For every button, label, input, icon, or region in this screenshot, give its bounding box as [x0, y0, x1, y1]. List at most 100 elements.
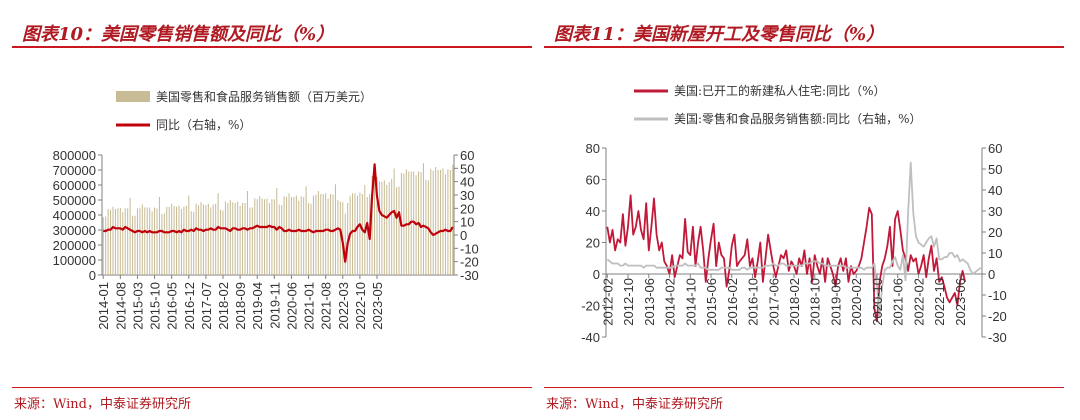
left-axis-tick-label: 400000 [53, 208, 96, 223]
left-axis-tick-label: 0 [593, 267, 600, 282]
right-axis-tick-label: 0 [988, 267, 995, 282]
sales-bar [227, 203, 229, 275]
sales-bar [129, 197, 131, 275]
x-axis-tick-label: 2022-10 [353, 282, 368, 330]
sales-bar [232, 202, 234, 275]
sales-bar [220, 209, 222, 275]
x-axis-tick-label: 2016-05 [165, 282, 180, 330]
x-axis-tick-label: 2014-10 [683, 278, 698, 326]
sales-bar [383, 180, 385, 275]
sales-bar [271, 199, 273, 275]
sales-bar [330, 194, 332, 275]
sales-bar [430, 169, 432, 275]
sales-bar [161, 214, 163, 275]
x-axis-tick-label: 2022-02 [911, 278, 926, 326]
chart-title: 图表11：美国新屋开工及零售同比（%） [554, 24, 885, 45]
sales-bar [435, 167, 437, 275]
sales-bar [173, 206, 175, 275]
housing-starts-chart: 美国:已开工的新建私人住宅:同比（%） 美国:零售和食品服务销售额:同比（右轴，%… [581, 83, 1007, 345]
sales-bar [452, 164, 454, 275]
sales-bar [195, 203, 197, 275]
x-axis-tick-label: 2022-03 [336, 282, 351, 330]
sales-bar [237, 201, 239, 275]
sales-bar [141, 204, 143, 275]
series-line [103, 163, 454, 263]
left-axis-tick-label: 100000 [53, 253, 96, 268]
right-axis-tick-label: -30 [460, 268, 479, 283]
right-axis-tick-label: 20 [988, 225, 1002, 240]
source-divider [544, 387, 1064, 388]
right-axis-tick-label: 20 [460, 201, 474, 216]
sales-bar [112, 206, 114, 275]
legend-label: 美国零售和食品服务销售额（百万美元） [156, 89, 372, 104]
sales-bar [366, 197, 368, 275]
sales-bar [308, 203, 310, 275]
x-axis-tick-label: 2018-02 [787, 278, 802, 326]
sales-bar [185, 206, 187, 275]
left-axis-tick-label: 80 [586, 141, 600, 156]
right-axis-tick-label: 60 [988, 141, 1002, 156]
sales-bar [178, 206, 180, 275]
left-axis-tick-label: 20 [586, 236, 600, 251]
left-axis-tick-label: 40 [586, 204, 600, 219]
x-axis-tick-label: 2019-06 [828, 278, 843, 326]
sales-bar [317, 191, 319, 275]
sales-bar [391, 179, 393, 275]
x-axis-tick-label: 2023-05 [370, 282, 385, 330]
sales-bar [356, 195, 358, 275]
right-axis-tick-label: 50 [988, 162, 1002, 177]
sales-bar [398, 186, 400, 275]
right-axis-tick-label: 40 [460, 175, 474, 190]
x-axis-tick-label: 2020-06 [284, 282, 299, 330]
left-chart-panel: 图表10：美国零售销售额及同比（%） 美国零售和食品服务销售额（百万美元） 同比（… [12, 0, 542, 420]
sales-bar [440, 170, 442, 275]
sales-bar [339, 201, 341, 275]
sales-bar [171, 203, 173, 275]
sales-bar [251, 207, 253, 275]
x-axis-tick-label: 2021-06 [891, 278, 906, 326]
sales-bar [320, 194, 322, 275]
sales-bar [405, 169, 407, 275]
sales-bar [110, 209, 112, 275]
sales-bar [371, 176, 373, 275]
sales-bar [286, 197, 288, 275]
sales-bar [295, 195, 297, 275]
x-axis-tick-label: 2016-12 [182, 282, 197, 330]
sales-bar [256, 199, 258, 275]
sales-bar [344, 213, 346, 275]
sales-bar [180, 209, 182, 275]
sales-bar [154, 207, 156, 275]
sales-bar [163, 213, 165, 275]
sales-bar [105, 216, 107, 275]
left-axis-tick-label: 200000 [53, 238, 96, 253]
sales-bar [114, 209, 116, 275]
x-axis-tick-label: 2016-10 [746, 278, 761, 326]
x-axis-tick-label: 2018-02 [216, 282, 231, 330]
sales-bar [244, 203, 246, 275]
sales-bar [437, 170, 439, 275]
sales-bar [139, 208, 141, 275]
sales-bar [107, 209, 109, 275]
right-axis-tick-label: -10 [988, 288, 1007, 303]
retail-sales-chart: 美国零售和食品服务销售额（百万美元）同比（右轴，%）01000002000003… [53, 89, 479, 330]
sales-bar [198, 205, 200, 275]
sales-bar [281, 205, 283, 275]
sales-bar [283, 196, 285, 275]
sales-bar [119, 207, 121, 275]
sales-bar [268, 203, 270, 275]
x-axis-tick-label: 2015-10 [148, 282, 163, 330]
sales-bar [422, 163, 424, 275]
chart-title: 图表10：美国零售销售额及同比（%） [22, 24, 335, 45]
sales-bar [378, 181, 380, 275]
sales-bar [222, 210, 224, 275]
sales-bar [337, 200, 339, 275]
x-axis-tick-label: 2014-01 [96, 282, 111, 330]
sales-bar [168, 206, 170, 275]
x-axis-tick-label: 2018-10 [808, 278, 823, 326]
sales-bar [264, 199, 266, 275]
sales-bar [315, 194, 317, 275]
sales-bar [361, 194, 363, 275]
sales-bar [393, 168, 395, 275]
sales-bar [134, 215, 136, 275]
x-axis-tick-label: 2018-09 [233, 282, 248, 330]
